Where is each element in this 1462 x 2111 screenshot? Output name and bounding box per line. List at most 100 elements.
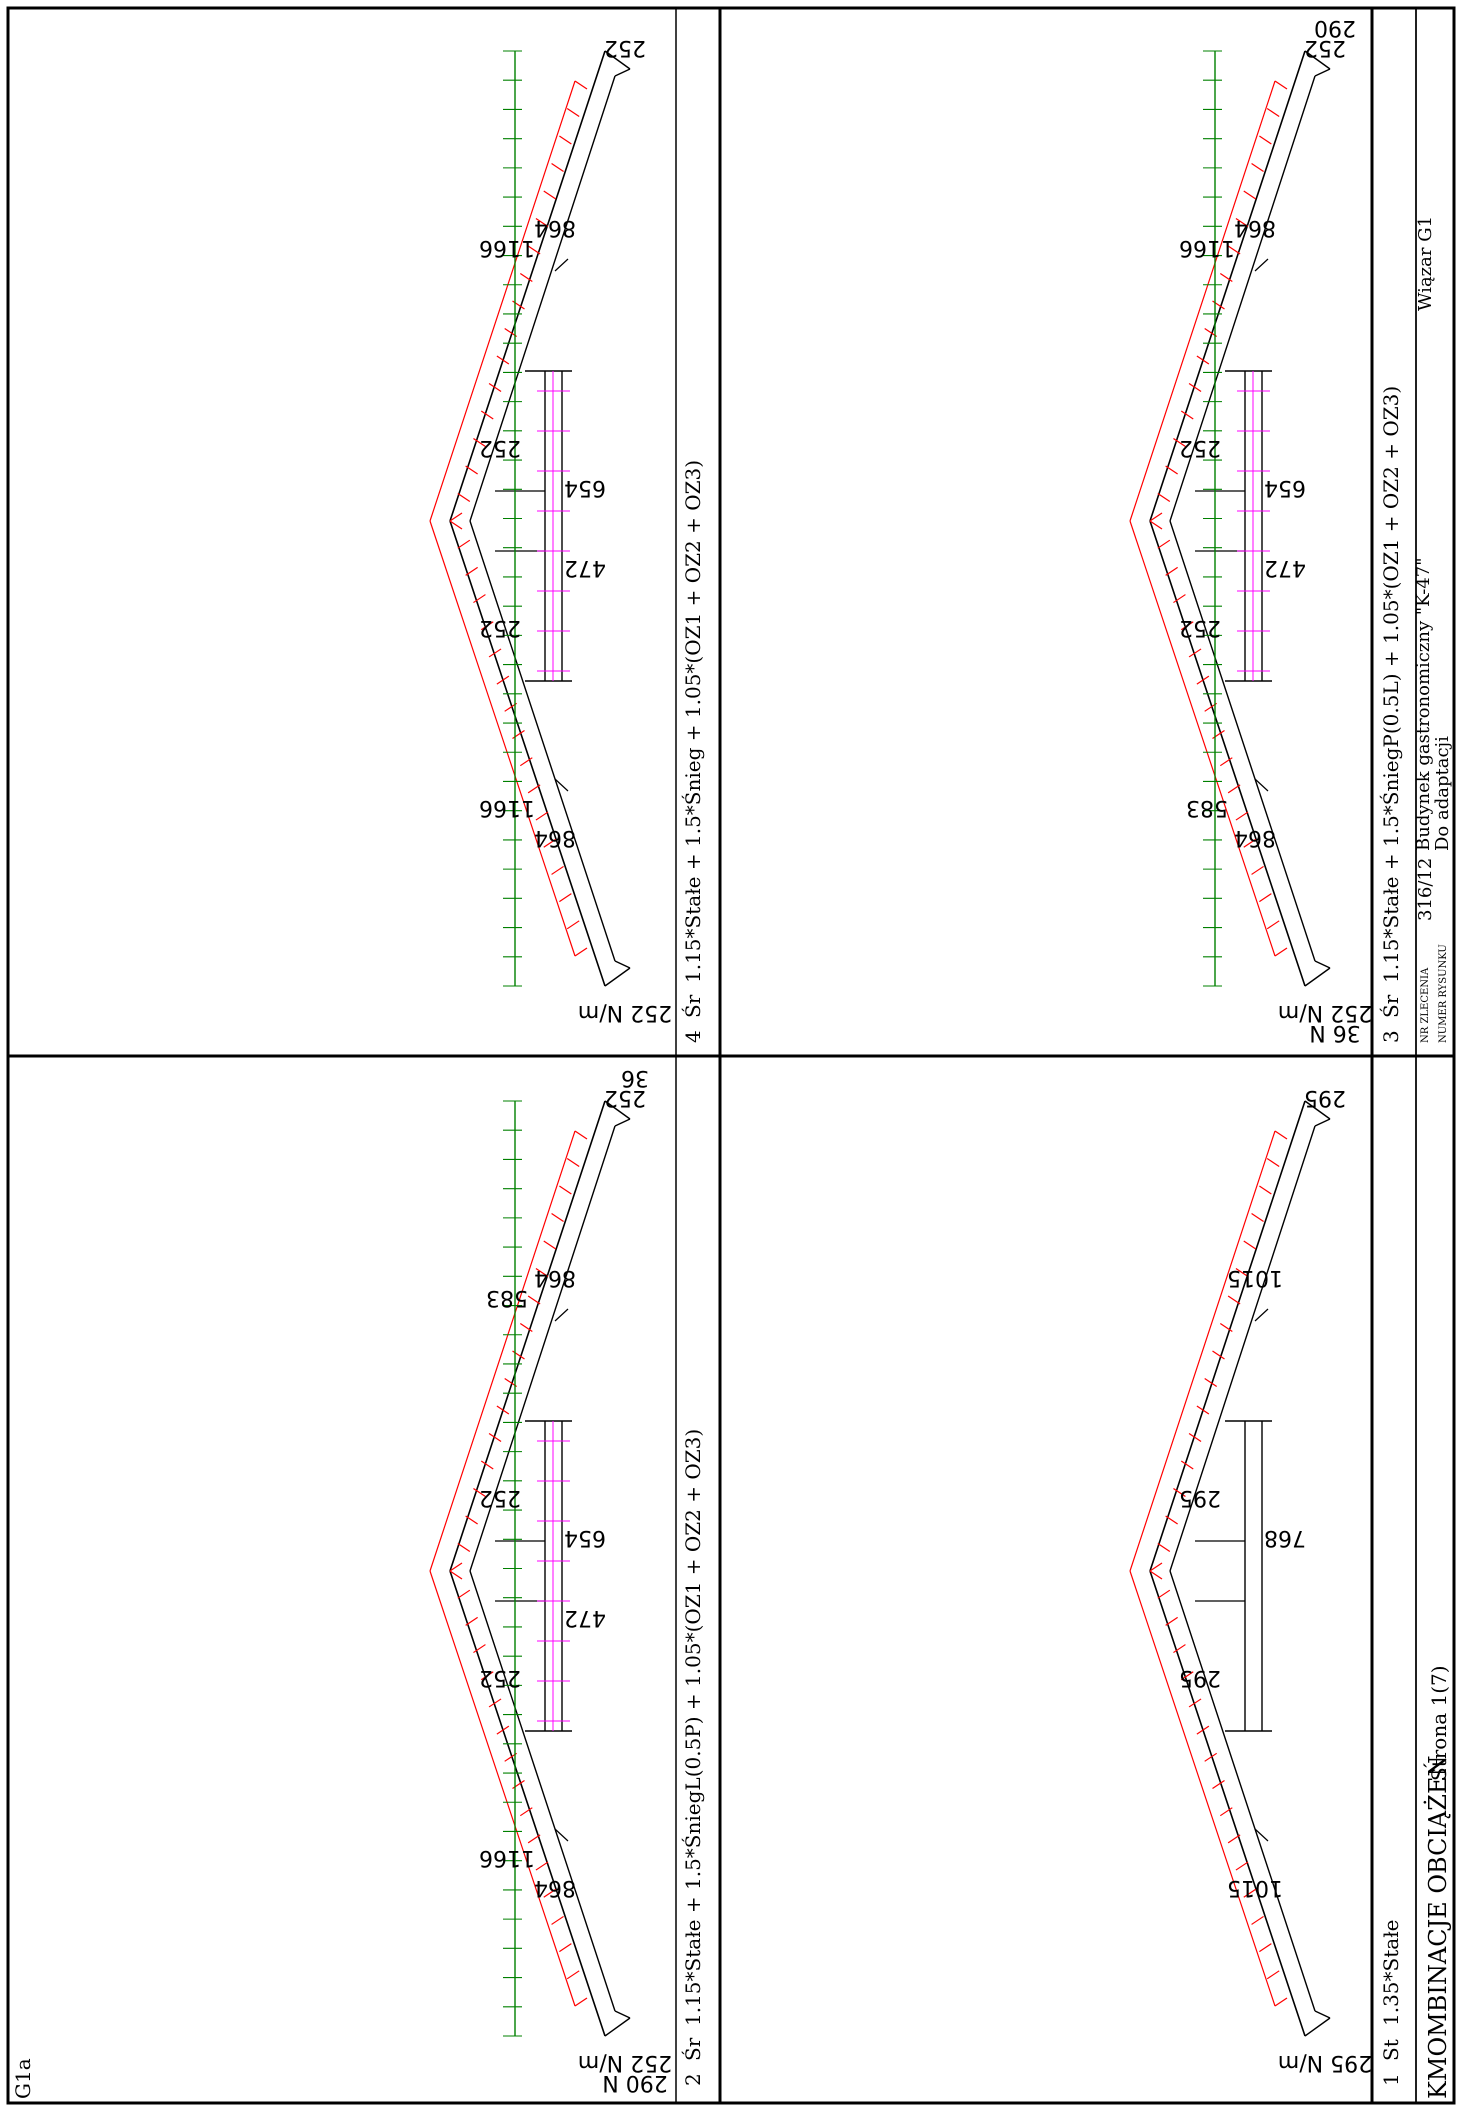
load-arrow bbox=[519, 757, 533, 767]
load-arrow bbox=[457, 539, 471, 549]
order-number: 316/12 bbox=[1415, 858, 1436, 921]
label-middle-left: 472 bbox=[564, 555, 606, 580]
panel-4-type: Śr bbox=[680, 994, 705, 1018]
load-arrow bbox=[496, 1405, 510, 1415]
load-arrow bbox=[496, 675, 510, 685]
label-middle-left: 472 bbox=[1264, 555, 1306, 580]
end-cap-left bbox=[1304, 2017, 1331, 2037]
load-arrow bbox=[1274, 947, 1288, 957]
load-arrow bbox=[566, 1970, 580, 1980]
load-arrow bbox=[574, 80, 588, 90]
load-arrow bbox=[449, 1562, 463, 1572]
label-end-right: 295 bbox=[1304, 1085, 1346, 1110]
load-arrow bbox=[1227, 784, 1241, 794]
top-chord-right bbox=[449, 50, 606, 522]
label-left-bottom: 1015 bbox=[1227, 1875, 1283, 1900]
load-arrow bbox=[559, 135, 572, 145]
panel-1-formula: 1.35*Stałe bbox=[1379, 1919, 1403, 2026]
load-arrow bbox=[496, 355, 510, 365]
load-line-right bbox=[1129, 80, 1276, 522]
load-arrow bbox=[543, 1888, 557, 1898]
load-arrow bbox=[1188, 383, 1202, 392]
load-arrow bbox=[1188, 648, 1202, 658]
load-arrow bbox=[488, 383, 502, 392]
load-arrow bbox=[465, 465, 478, 475]
load-arrow bbox=[1259, 893, 1272, 903]
sheet-title: KMOMBINACJE OBCIĄŻEŃ bbox=[1423, 1756, 1452, 2099]
load-arrow bbox=[1251, 1915, 1264, 1925]
label-left-bottom: 864 bbox=[534, 1875, 576, 1900]
load-arrow bbox=[1180, 1671, 1194, 1681]
inner-chord-left bbox=[1169, 1570, 1316, 2012]
load-arrow bbox=[1251, 1213, 1264, 1222]
label-end-right: 252 bbox=[604, 1085, 646, 1110]
inner-chord-right bbox=[1169, 75, 1316, 522]
label-end-right2: 290 bbox=[1314, 15, 1356, 40]
load-arrow bbox=[519, 1807, 533, 1817]
label-end-left: 252 N/m bbox=[1278, 1000, 1372, 1025]
panel-3-type: Śr bbox=[1378, 994, 1403, 1018]
load-arrow bbox=[574, 1130, 588, 1140]
load-arrow bbox=[566, 1158, 580, 1167]
snow-label-right: 1166 bbox=[1179, 235, 1235, 260]
load-arrow bbox=[566, 108, 580, 117]
top-chord-left bbox=[1149, 1570, 1306, 2037]
load-arrow bbox=[1235, 1861, 1249, 1871]
load-arrow bbox=[1157, 1589, 1171, 1599]
joint-mark bbox=[1254, 1308, 1269, 1322]
end-cap-left bbox=[614, 960, 631, 969]
load-arrow bbox=[1219, 273, 1233, 282]
load-arrow bbox=[527, 784, 541, 794]
load-arrow bbox=[1227, 245, 1241, 255]
panel-3-formula: 1.15*Stałe + 1.5*ŚniegP(0.5L) + 1.05*(OZ… bbox=[1378, 386, 1403, 983]
label-right-bottom: 864 bbox=[534, 215, 576, 240]
load-arrow bbox=[457, 1543, 471, 1552]
inner-chord-left bbox=[469, 520, 616, 962]
top-chord-left bbox=[1149, 520, 1306, 987]
end-cap-right bbox=[1304, 1100, 1331, 1120]
load-arrow bbox=[1243, 838, 1257, 848]
load-arrow bbox=[449, 520, 463, 530]
project-line2: Do adaptacji bbox=[1432, 736, 1453, 851]
load-arrow bbox=[1157, 539, 1171, 549]
load-arrow bbox=[559, 893, 572, 903]
snow-label-right: 1166 bbox=[479, 235, 535, 260]
load-arrow bbox=[1149, 1570, 1163, 1580]
load-arrow bbox=[551, 865, 564, 875]
load-arrow bbox=[1266, 920, 1280, 930]
end-cap-left bbox=[604, 967, 631, 987]
joint-mark bbox=[554, 1308, 569, 1322]
load-arrow bbox=[449, 1570, 463, 1580]
load-arrow bbox=[488, 1433, 502, 1442]
load-arrow bbox=[465, 1616, 478, 1626]
load-arrow bbox=[480, 621, 494, 631]
load-arrow bbox=[1243, 190, 1257, 200]
inner-chord-right bbox=[1169, 1125, 1316, 1572]
load-arrow bbox=[457, 1589, 471, 1599]
label-middle-left: 472 bbox=[564, 1605, 606, 1630]
end-cap-left bbox=[1314, 960, 1331, 969]
snow-load: 583 1166 bbox=[1179, 50, 1235, 987]
panel-2-number: 2 bbox=[681, 2073, 705, 2086]
label-end-right: 252 bbox=[1304, 35, 1346, 60]
load-arrow bbox=[1188, 1698, 1202, 1708]
snow-label-left: 1166 bbox=[479, 795, 535, 820]
end-cap-left bbox=[1314, 2010, 1331, 2019]
top-chord-left bbox=[449, 520, 606, 987]
load-arrow bbox=[1173, 1644, 1186, 1654]
load-arrow bbox=[535, 811, 549, 821]
load-arrow bbox=[1173, 594, 1186, 604]
load-arrow bbox=[1165, 1616, 1178, 1626]
label-middle-right: 654 bbox=[564, 1525, 606, 1550]
end-cap-right bbox=[604, 50, 631, 70]
inner-chord-right bbox=[469, 1125, 616, 1572]
joint-mark bbox=[554, 778, 569, 792]
load-arrow bbox=[1235, 1268, 1249, 1277]
load-arrow bbox=[1227, 1834, 1241, 1844]
panel-1-number: 1 bbox=[1379, 2073, 1403, 2086]
load-arrow bbox=[1266, 108, 1280, 117]
load-arrow bbox=[543, 1240, 557, 1250]
load-arrow bbox=[488, 648, 502, 658]
end-cap-right bbox=[614, 68, 631, 77]
